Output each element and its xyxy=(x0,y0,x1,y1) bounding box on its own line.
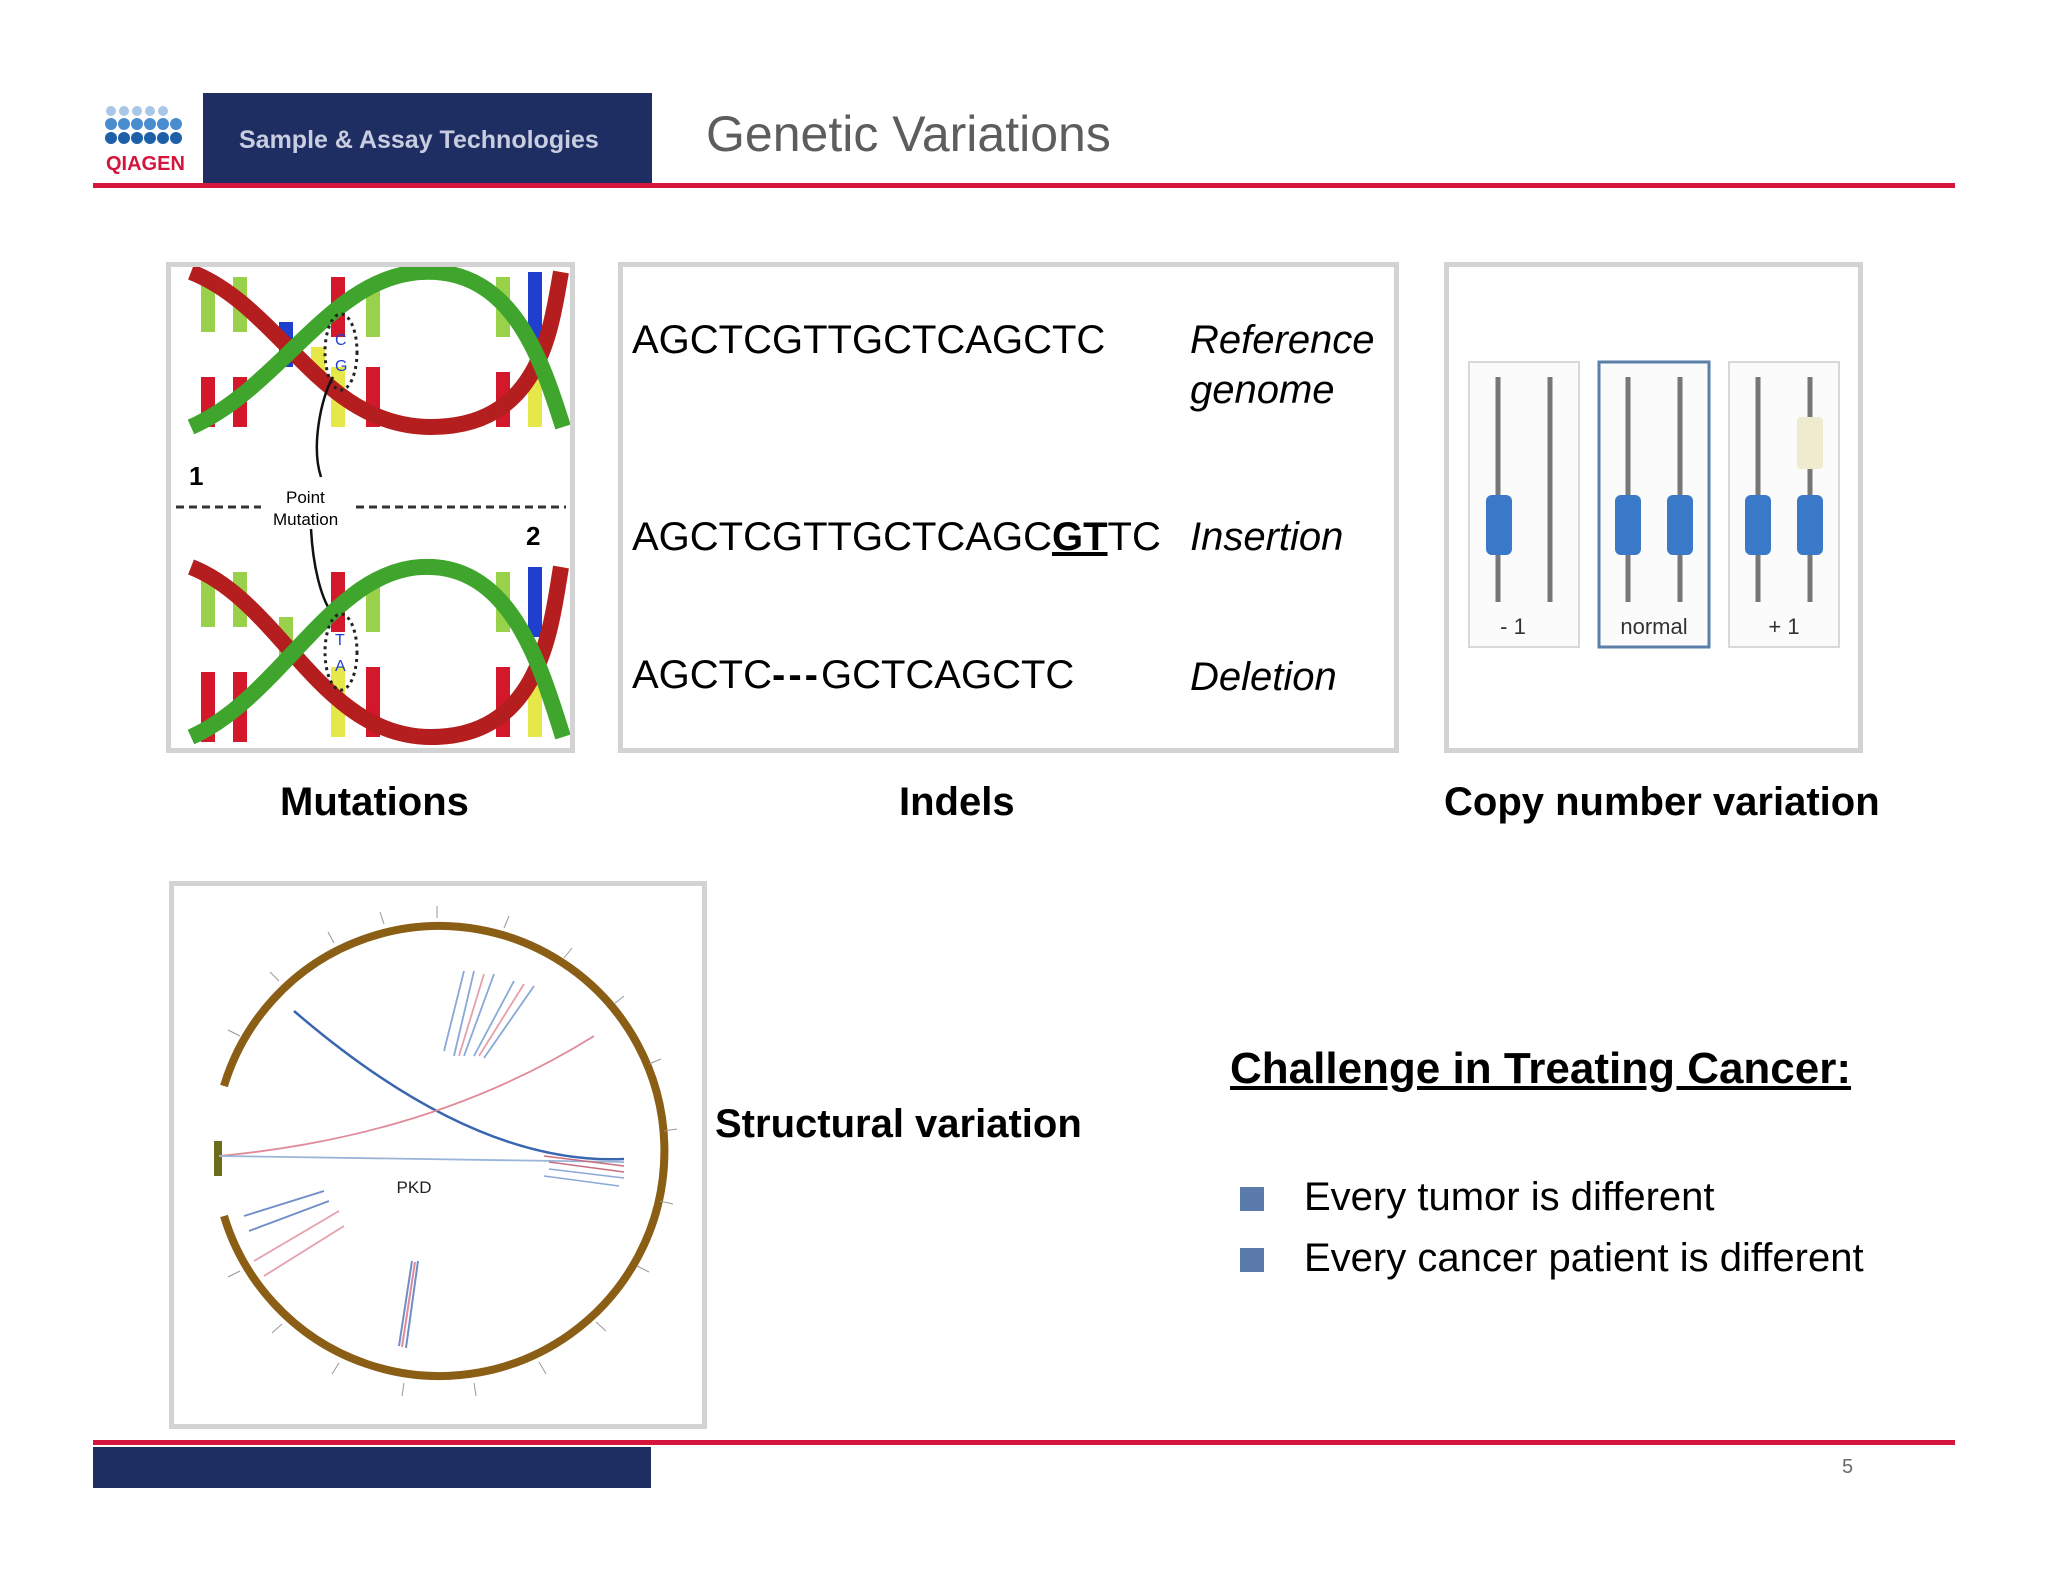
cnv-panel: - 1 normal + 1 xyxy=(1444,262,1863,753)
page-number: 5 xyxy=(1842,1456,1854,1478)
helix-top: C G 1 xyxy=(187,263,571,491)
mutations-caption: Mutations xyxy=(280,780,469,824)
indels-caption: Indels xyxy=(899,780,1015,824)
header-band-label: Sample & Assay Technologies xyxy=(239,126,599,154)
cnv-illustration: - 1 normal + 1 xyxy=(1468,360,1840,649)
circos-plot: PKD xyxy=(214,906,678,1397)
svg-text:- 1: - 1 xyxy=(1500,614,1526,639)
svg-text:T: T xyxy=(335,632,345,649)
svg-text:1: 1 xyxy=(189,461,203,491)
helix-bottom: T A xyxy=(187,558,571,746)
insertion-label: Insertion xyxy=(1190,515,1344,559)
deletion-label: Deletion xyxy=(1190,655,1337,699)
svg-text:Mutation: Mutation xyxy=(273,510,338,529)
svg-text:QIAGEN: QIAGEN xyxy=(106,153,185,175)
indels-panel xyxy=(618,262,1399,753)
cnv-caption: Copy number variation xyxy=(1444,780,1880,824)
svg-text:C: C xyxy=(335,332,347,349)
svg-text:+ 1: + 1 xyxy=(1768,614,1799,639)
structural-caption: Structural variation xyxy=(715,1102,1082,1146)
bullet-item: Every cancer patient is different xyxy=(1304,1236,1864,1280)
reference-sequence: AGCTCGTTGCTCAGCTC xyxy=(632,318,1106,362)
mutations-panel: C G 1 Point Mutation 2 xyxy=(166,262,575,753)
bullet-item: Every tumor is different xyxy=(1304,1175,1715,1219)
svg-text:G: G xyxy=(335,358,347,375)
footer-band xyxy=(93,1447,651,1488)
structural-panel: PKD xyxy=(169,881,707,1429)
svg-text:Point: Point xyxy=(286,488,325,507)
qiagen-logo: QIAGEN xyxy=(105,106,185,175)
header-band: Sample & Assay Technologies xyxy=(203,93,652,183)
challenge-heading: Challenge in Treating Cancer: xyxy=(1230,1044,1852,1093)
slide-title: Genetic Variations xyxy=(706,106,1111,162)
svg-text:A: A xyxy=(335,658,346,675)
reference-label: Reference genome xyxy=(1190,318,1375,412)
header-rule xyxy=(93,183,1955,188)
dna-helix-illustration: C G 1 Point Mutation 2 xyxy=(176,263,571,746)
insertion-sequence: AGCTCGTTGCTCAGCGTTC xyxy=(632,515,1161,559)
deletion-sequence: AGCTC---GCTCAGCTC xyxy=(632,653,1075,697)
footer-rule xyxy=(93,1440,1955,1445)
svg-text:normal: normal xyxy=(1620,614,1687,639)
bullet-square-icon xyxy=(1240,1248,1264,1272)
svg-text:2: 2 xyxy=(526,521,540,551)
svg-text:PKD: PKD xyxy=(397,1178,432,1197)
bullet-square-icon xyxy=(1240,1187,1264,1211)
